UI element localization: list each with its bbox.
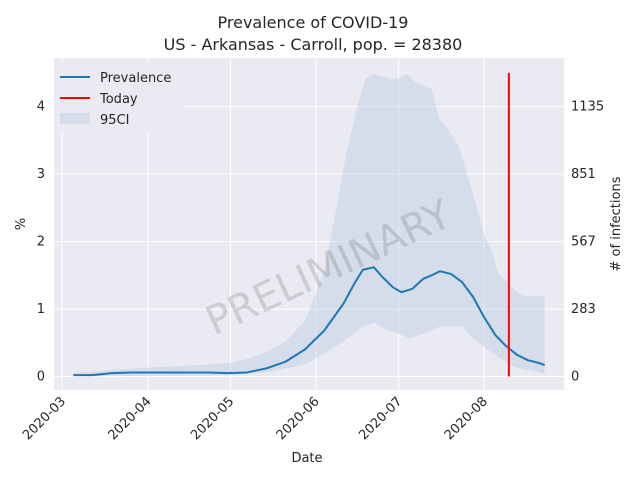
y-tick-label: 1 — [37, 302, 45, 317]
y2-tick-label: 283 — [571, 302, 596, 317]
y2-tick-label: 567 — [571, 235, 596, 250]
y-axis-label: % — [14, 218, 29, 230]
legend-box — [54, 62, 184, 132]
legend-prevalence-label: Prevalence — [100, 71, 171, 86]
y2-axis-label: # of infections — [609, 176, 624, 271]
legend-95ci-swatch — [60, 113, 90, 124]
chart-title: Prevalence of COVID-19 — [218, 13, 409, 32]
y-tick-label: 0 — [37, 370, 45, 385]
x-tick-label: 2020-04 — [106, 394, 155, 443]
x-tick-label: 2020-03 — [20, 394, 69, 443]
y2-tick-label: 1135 — [571, 100, 604, 115]
ci-95-band — [73, 74, 545, 377]
x-axis-label: Date — [291, 451, 322, 466]
y-tick-label: 3 — [37, 167, 45, 182]
x-tick-label: 2020-08 — [442, 394, 491, 443]
y-tick-label: 4 — [37, 100, 45, 115]
x-tick-label: 2020-07 — [356, 394, 405, 443]
y2-tick-label: 851 — [571, 167, 596, 182]
prevalence-line — [73, 266, 546, 377]
legend: Prevalence Today 95CI — [54, 62, 184, 132]
chart-subtitle: US - Arkansas - Carroll, pop. = 28380 — [164, 35, 463, 54]
x-tick-label: 2020-05 — [188, 394, 237, 443]
y2-tick-label: 0 — [571, 370, 579, 385]
legend-95ci-label: 95CI — [100, 113, 129, 128]
x-tick-label: 2020-06 — [274, 394, 323, 443]
y-tick-label: 2 — [37, 235, 45, 250]
legend-today-label: Today — [99, 92, 138, 107]
